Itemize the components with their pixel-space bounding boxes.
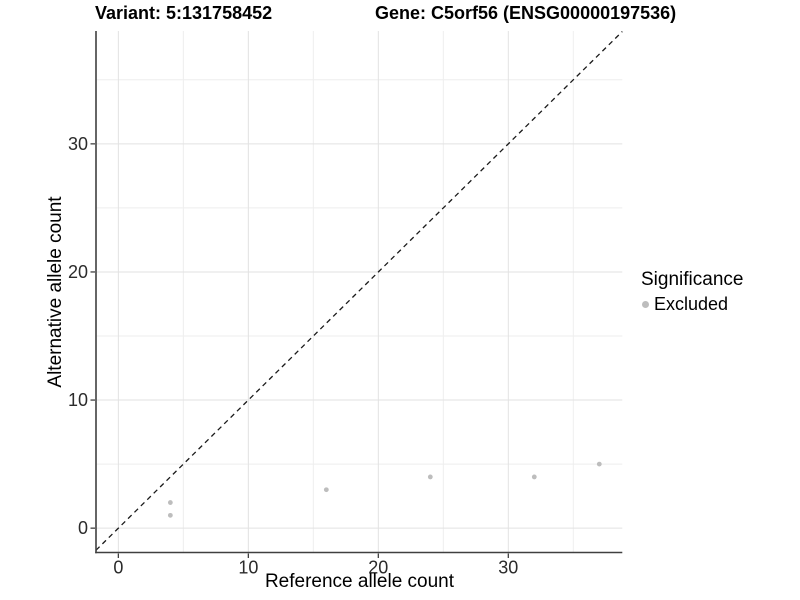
data-point [323, 487, 329, 493]
x-tick-label: 10 [238, 558, 258, 578]
y-tick-label: 30 [68, 134, 88, 154]
y-tick-label: 20 [68, 262, 88, 282]
legend-item-label: Excluded [654, 294, 729, 314]
legend: Significance Excluded [641, 269, 743, 315]
gene-title: Gene: C5orf56 (ENSG00000197536) [375, 3, 677, 23]
data-point [596, 461, 602, 467]
identity-dashed-line [95, 31, 623, 551]
x-tick-label: 20 [368, 558, 388, 578]
legend-title: Significance [641, 269, 744, 290]
x-tick-label: 30 [498, 558, 518, 578]
x-tick-label: 0 [113, 558, 123, 578]
data-point [427, 474, 433, 480]
data-point [531, 474, 537, 480]
legend-item-excluded: Excluded [641, 294, 743, 315]
data-point [167, 500, 173, 505]
y-tick-label: 10 [68, 390, 88, 410]
variant-title: Variant: 5:131758452 [95, 3, 273, 23]
data-point [167, 512, 173, 518]
y-axis-title: Alternative allele count [45, 196, 66, 388]
x-axis-title: Reference allele count [264, 571, 455, 592]
y-tick-label: 0 [78, 518, 88, 538]
excluded-point-icon [642, 301, 649, 308]
